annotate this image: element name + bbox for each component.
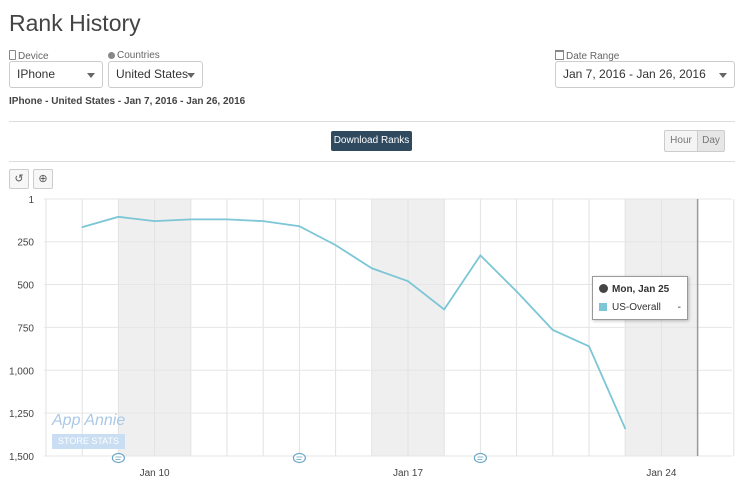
tooltip-series-row: US-Overall [599, 302, 661, 313]
download-ranks-button[interactable]: Download Ranks [331, 131, 412, 151]
device-select-value: IPhone [17, 67, 56, 81]
data-point [588, 345, 590, 348]
data-point [262, 220, 265, 222]
data-point [298, 225, 301, 228]
comment-marker-icon [111, 452, 126, 464]
globe-icon [108, 52, 115, 59]
data-point [443, 308, 446, 311]
calendar-icon [555, 50, 564, 60]
comment-bubble [111, 452, 126, 464]
app-annie-watermark: App Annie [52, 412, 126, 429]
undo-icon: ↺ [14, 173, 24, 185]
y-tick-label: 1 [28, 195, 34, 206]
y-tick-label: 750 [17, 323, 34, 334]
divider [9, 161, 735, 162]
chevron-down-icon [719, 73, 727, 78]
data-point [334, 244, 337, 246]
y-tick-label: 1,250 [9, 409, 34, 420]
data-point [81, 226, 83, 228]
data-point [153, 220, 156, 222]
data-point [371, 267, 373, 270]
reset-zoom-button[interactable]: ↺ [9, 169, 29, 189]
data-point [226, 218, 228, 221]
x-tick-label: Jan 24 [646, 468, 676, 479]
date-range-select[interactable]: Jan 7, 2016 - Jan 26, 2016 [555, 61, 735, 88]
comment-bubble [292, 452, 306, 464]
date-range-filter-label: Date Range [555, 50, 619, 62]
device-label-text: Device [18, 51, 49, 62]
zoom-in-button[interactable]: ⊕ [33, 169, 53, 189]
countries-select-value: United States [116, 67, 189, 81]
zoom-in-icon: ⊕ [38, 173, 48, 185]
tooltip-date: Mon, Jan 25 [612, 284, 670, 295]
date-range-label-text: Date Range [566, 51, 620, 62]
data-point [407, 280, 409, 282]
y-tick-label: 250 [17, 238, 34, 249]
device-filter-label: Device [9, 50, 49, 62]
data-point [479, 254, 482, 257]
series-line [81, 215, 627, 429]
device-select[interactable]: IPhone [9, 61, 103, 88]
device-icon [9, 50, 16, 60]
comment-bubble [473, 452, 487, 464]
chevron-down-icon [187, 73, 195, 78]
y-tick-label: 1,500 [9, 452, 34, 463]
y-tick-label: 1,000 [9, 366, 34, 377]
countries-label-text: Countries [117, 50, 160, 61]
data-point [190, 218, 192, 221]
chevron-down-icon [87, 73, 95, 78]
tooltip-header: Mon, Jan 25 [599, 284, 669, 295]
tooltip-series-name: US-Overall [612, 302, 661, 313]
data-point [117, 216, 120, 218]
x-tick-label: Jan 17 [393, 468, 423, 479]
day-toggle[interactable]: Day [697, 130, 725, 152]
countries-filter-label: Countries [108, 50, 160, 61]
tooltip-value: - [677, 302, 681, 313]
comment-marker-icon [292, 452, 306, 464]
filter-summary: IPhone - United States - Jan 7, 2016 - J… [9, 96, 246, 107]
data-point [624, 427, 626, 430]
divider [9, 121, 735, 122]
date-range-select-value: Jan 7, 2016 - Jan 26, 2016 [563, 67, 706, 81]
page-title: Rank History [9, 10, 141, 36]
data-point [552, 329, 554, 331]
series-swatch [599, 303, 607, 311]
comment-marker-icon [473, 452, 487, 464]
countries-select[interactable]: United States [108, 61, 203, 88]
chart-tooltip: Mon, Jan 25 US-Overall - [592, 276, 688, 320]
data-point [515, 290, 518, 293]
y-tick-label: 500 [17, 281, 34, 292]
globe-icon [599, 284, 608, 293]
x-tick-label: Jan 10 [140, 468, 170, 479]
store-stats-watermark: STORE STATS [52, 434, 125, 449]
